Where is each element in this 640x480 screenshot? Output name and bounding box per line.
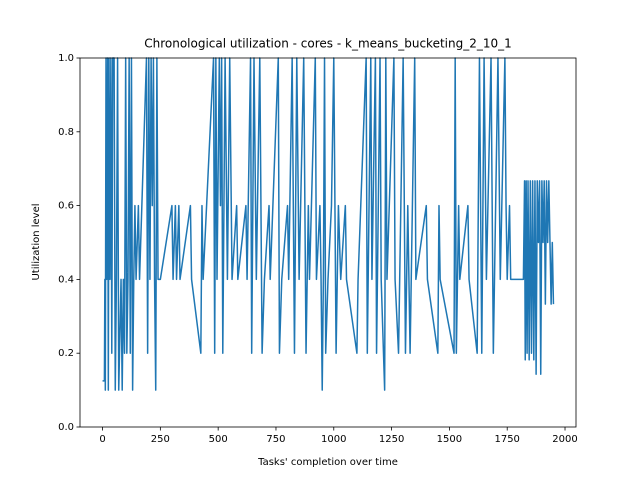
- x-tick-label: 1750: [494, 434, 519, 445]
- x-tick-label: 1250: [379, 434, 404, 445]
- data-line: [102, 57, 555, 391]
- x-tick-label: 2000: [552, 434, 577, 445]
- x-tick-label: 1000: [321, 434, 346, 445]
- y-tick-label: 0.8: [58, 127, 74, 138]
- y-tick-label: 0.4: [58, 274, 74, 285]
- x-axis-label: Tasks' completion over time: [257, 457, 398, 468]
- x-tick-label: 0: [99, 434, 105, 445]
- y-tick-label: 0.2: [58, 348, 74, 359]
- y-tick-label: 1.0: [58, 53, 74, 64]
- x-tick-label: 750: [266, 434, 285, 445]
- y-axis-label: Utilization level: [31, 203, 42, 280]
- chart-title: Chronological utilization - cores - k_me…: [144, 37, 512, 51]
- x-tick-label: 500: [209, 434, 228, 445]
- y-tick-label: 0.0: [58, 422, 74, 433]
- y-tick-label: 0.6: [58, 201, 74, 212]
- x-tick-label: 250: [151, 434, 170, 445]
- x-tick-label: 1500: [437, 434, 462, 445]
- plot-frame: [79, 57, 577, 428]
